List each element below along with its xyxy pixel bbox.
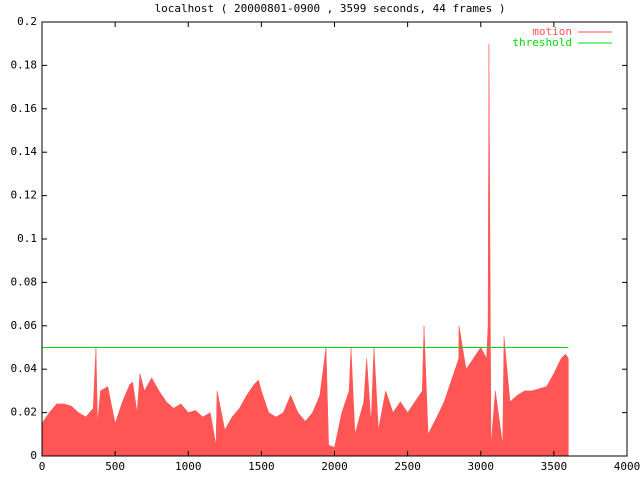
legend-label: motion — [532, 25, 572, 38]
x-tick-label: 3000 — [468, 460, 495, 473]
x-tick-label: 3500 — [541, 460, 568, 473]
x-tick-label: 500 — [105, 460, 125, 473]
y-tick-label: 0.06 — [11, 319, 38, 332]
y-tick-label: 0.08 — [11, 275, 38, 288]
y-tick-label: 0.14 — [11, 145, 38, 158]
x-tick-label: 1000 — [175, 460, 202, 473]
y-tick-label: 0.1 — [17, 232, 37, 245]
legend-label: threshold — [512, 36, 572, 49]
y-tick-label: 0 — [30, 449, 37, 462]
y-tick-label: 0.2 — [17, 15, 37, 28]
y-tick-label: 0.18 — [11, 58, 38, 71]
y-tick-label: 0.04 — [11, 362, 38, 375]
motion-area — [41, 43, 569, 457]
chart-title: localhost ( 20000801-0900 , 3599 seconds… — [155, 2, 506, 15]
y-tick-label: 0.02 — [11, 406, 38, 419]
x-tick-label: 2000 — [321, 460, 348, 473]
x-tick-label: 2500 — [394, 460, 421, 473]
x-tick-label: 4000 — [614, 460, 640, 473]
y-tick-label: 0.12 — [11, 189, 38, 202]
x-tick-label: 1500 — [248, 460, 275, 473]
x-tick-label: 0 — [39, 460, 46, 473]
y-tick-label: 0.16 — [11, 102, 38, 115]
